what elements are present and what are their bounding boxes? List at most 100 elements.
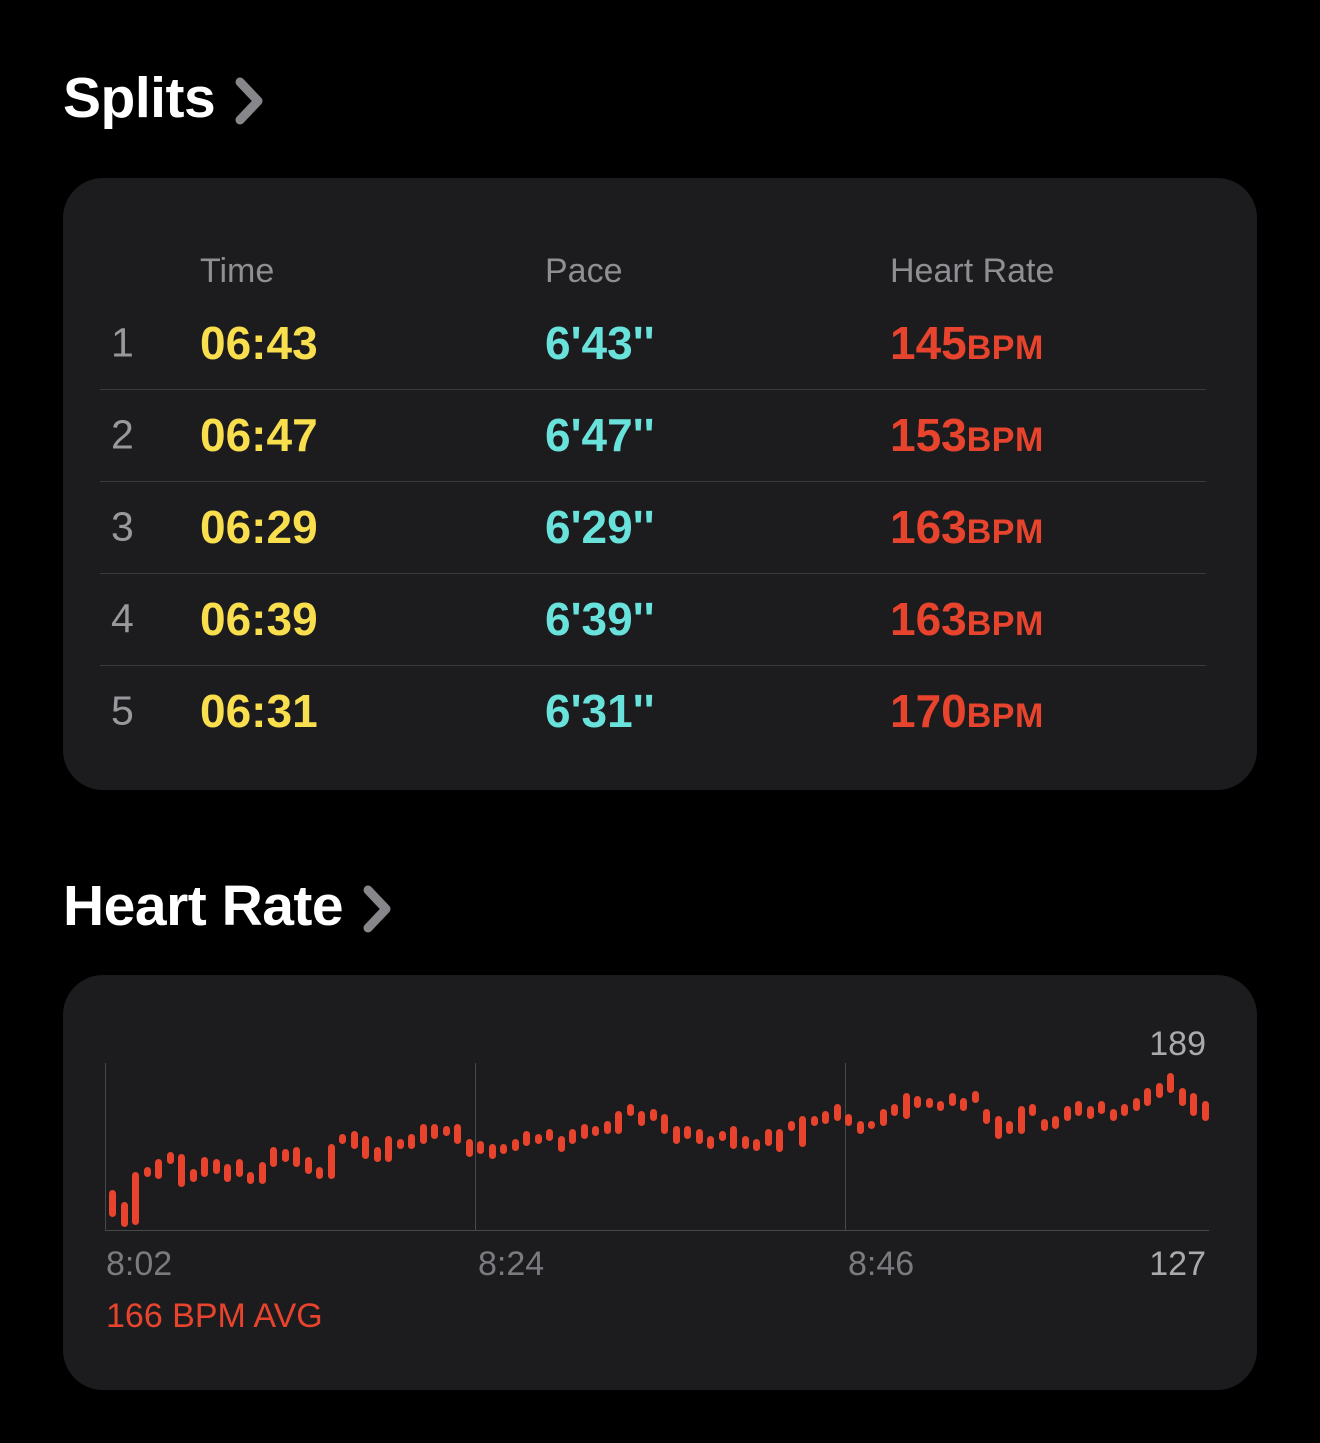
hr-bar — [580, 1123, 588, 1139]
hr-bar — [304, 1156, 312, 1175]
hr-bar — [925, 1098, 933, 1109]
hr-bar — [810, 1116, 818, 1127]
hr-bar — [465, 1138, 473, 1157]
hr-bar — [983, 1108, 990, 1124]
hr-bar — [1086, 1106, 1094, 1119]
hr-bar — [534, 1133, 542, 1144]
hr-bar — [557, 1136, 565, 1152]
split-pace: 6'43'' — [545, 317, 655, 369]
hr-bar — [776, 1128, 783, 1152]
hr-bar — [569, 1128, 576, 1144]
hr-bar — [1006, 1121, 1013, 1134]
split-time: 06:31 — [200, 685, 318, 737]
hr-bar — [1144, 1088, 1151, 1106]
average-bpm-label: 166 BPM AVG — [106, 1297, 323, 1335]
hr-bar — [764, 1128, 772, 1147]
hr-bar — [707, 1136, 714, 1149]
hr-bar — [166, 1151, 174, 1165]
hr-bar — [120, 1202, 128, 1228]
hr-bar — [718, 1131, 726, 1142]
column-header-heart-rate: Heart Rate — [890, 252, 1055, 290]
hr-bar — [316, 1166, 323, 1180]
split-heart-rate: 170BPM — [890, 685, 1044, 737]
row-divider — [100, 389, 1206, 390]
hr-bar — [1121, 1103, 1128, 1117]
table-row: 4 06:39 6'39'' 163BPM — [63, 573, 1257, 665]
split-index: 4 — [111, 595, 134, 642]
hr-bar — [1052, 1116, 1059, 1129]
hr-bar — [235, 1159, 243, 1177]
split-index: 3 — [111, 503, 134, 550]
hr-bar — [396, 1138, 404, 1149]
table-row: 2 06:47 6'47'' 153BPM — [63, 389, 1257, 481]
hr-bar — [1167, 1073, 1174, 1094]
hr-bar — [1109, 1108, 1117, 1122]
table-row: 5 06:31 6'31'' 170BPM — [63, 665, 1257, 757]
table-row: 1 06:43 6'43'' 145BPM — [63, 297, 1257, 389]
split-pace: 6'39'' — [545, 593, 655, 645]
split-time: 06:39 — [200, 593, 318, 645]
row-divider — [100, 481, 1206, 482]
hr-bar — [373, 1146, 381, 1162]
hr-bar — [730, 1126, 737, 1150]
hr-bar — [143, 1166, 151, 1177]
hr-bar — [845, 1113, 852, 1127]
hr-bar — [212, 1159, 220, 1175]
splits-card: Time Pace Heart Rate 1 06:43 6'43'' 145B… — [63, 178, 1257, 790]
hr-bar — [270, 1146, 277, 1167]
chart-gridline — [845, 1063, 846, 1230]
hr-bar — [822, 1111, 829, 1124]
hr-bar — [626, 1103, 634, 1117]
hr-bar — [362, 1136, 369, 1160]
split-time: 06:43 — [200, 317, 318, 369]
hr-bar — [960, 1098, 967, 1111]
column-header-pace: Pace — [545, 252, 623, 290]
hr-bar — [350, 1131, 358, 1149]
hr-bar — [442, 1126, 450, 1137]
chart-min-value: 127 — [1149, 1245, 1206, 1283]
split-heart-rate: 163BPM — [890, 593, 1044, 645]
hr-bar — [684, 1126, 691, 1139]
split-heart-rate: 145BPM — [890, 317, 1044, 369]
hr-bar — [753, 1138, 760, 1152]
hr-bar — [155, 1159, 162, 1180]
x-tick-label: 8:02 — [106, 1245, 173, 1283]
hr-bar — [523, 1131, 530, 1147]
hr-bar — [385, 1136, 392, 1162]
hr-bar — [799, 1116, 806, 1147]
hr-bar — [1063, 1106, 1071, 1122]
row-divider — [100, 573, 1206, 574]
hr-bar — [546, 1128, 553, 1142]
hr-bar — [672, 1126, 680, 1144]
hr-bar — [695, 1128, 703, 1144]
hr-bar — [281, 1149, 289, 1162]
table-row: 3 06:29 6'29'' 163BPM — [63, 481, 1257, 573]
chart-x-axis — [105, 1230, 1209, 1231]
hr-bar — [419, 1123, 427, 1144]
hr-bar — [1040, 1118, 1048, 1132]
hr-bar — [833, 1103, 841, 1122]
split-index: 2 — [111, 411, 134, 458]
hr-bar — [661, 1113, 668, 1134]
hr-bar — [649, 1108, 657, 1122]
hr-bar — [856, 1121, 864, 1134]
hr-bar — [178, 1154, 185, 1187]
hr-bar — [477, 1141, 484, 1154]
hr-bar — [1132, 1098, 1140, 1111]
hr-bar — [1190, 1093, 1197, 1117]
hr-bar — [1178, 1088, 1186, 1106]
hr-bar — [741, 1136, 749, 1149]
hr-bar — [132, 1171, 139, 1225]
hr-bar — [937, 1101, 944, 1112]
hr-bar — [224, 1164, 231, 1182]
hr-bar — [293, 1146, 300, 1167]
split-index: 1 — [111, 319, 134, 366]
heart-rate-section-link[interactable]: Heart Rate — [63, 878, 391, 935]
splits-section-link[interactable]: Splits — [63, 70, 263, 127]
hr-bar — [879, 1108, 887, 1127]
split-pace: 6'47'' — [545, 409, 655, 461]
hr-bar — [488, 1144, 496, 1160]
hr-bar — [971, 1090, 979, 1104]
hr-bar — [109, 1189, 116, 1218]
